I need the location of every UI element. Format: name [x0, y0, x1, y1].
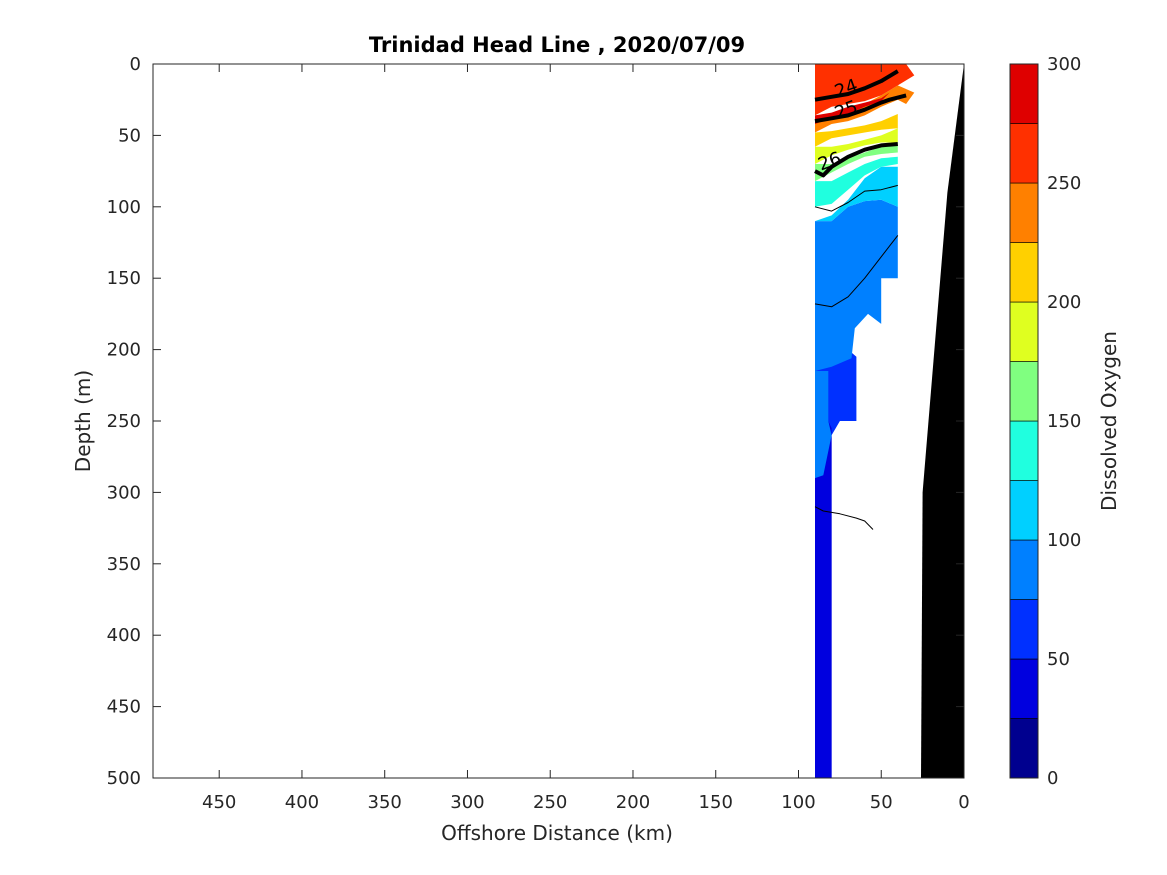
- x-tick-label: 150: [699, 792, 733, 813]
- colorbar-frame: [1009, 63, 1039, 779]
- y-tick-label: 150: [107, 268, 141, 289]
- y-tick-label: 250: [107, 411, 141, 432]
- colorbar-swatch: [1009, 480, 1039, 541]
- y-tick-label: 0: [130, 54, 141, 75]
- y-tick-label: 450: [107, 697, 141, 718]
- colorbar-tick-label: 0: [1047, 768, 1058, 789]
- contour-fill-7: [815, 128, 898, 164]
- y-axis: 0 50 100 150 200 250 300 350 400 450 500: [107, 54, 964, 789]
- colorbar-swatch: [1009, 182, 1039, 243]
- contour-line-3: [814, 184, 898, 212]
- x-tick-label: 100: [781, 792, 815, 813]
- y-axis-label: Depth (m): [71, 370, 95, 472]
- y-tick-label: 350: [107, 554, 141, 575]
- contour-fill-3: [815, 371, 832, 479]
- colorbar-swatch: [1009, 361, 1039, 422]
- contour-fill-5: [815, 156, 898, 207]
- y-tick-label: 400: [107, 625, 141, 646]
- x-tick-label: 50: [870, 792, 893, 813]
- colorbar-swatch: [1009, 420, 1039, 481]
- x-tick-label: 350: [368, 792, 402, 813]
- x-tick-label: 300: [450, 792, 484, 813]
- contour-line-0: [814, 69, 899, 102]
- y-tick-label: 300: [107, 482, 141, 503]
- contour-line-4: [814, 235, 899, 308]
- contour-fill-2: [815, 199, 898, 371]
- x-tick-label: 200: [616, 792, 650, 813]
- colorbar-swatch: [1009, 63, 1039, 124]
- contour-line-2: [814, 142, 898, 178]
- colorbar-swatch: [1009, 123, 1039, 184]
- y-tick-label: 50: [118, 125, 141, 146]
- x-tick-label: 450: [202, 792, 236, 813]
- colorbar-label: Dissolved Oxygen: [1097, 331, 1121, 511]
- colorbar-swatch: [1009, 658, 1039, 719]
- colorbar-tick-label: 300: [1047, 54, 1081, 75]
- contour-fill-8: [815, 114, 898, 147]
- contour-line-1: [814, 93, 907, 124]
- x-tick-label: 400: [285, 792, 319, 813]
- colorbar-tick-label: 150: [1047, 411, 1081, 432]
- contour-fill-4: [815, 166, 898, 222]
- colorbar-tick-label: 100: [1047, 530, 1081, 551]
- y-tick-label: 100: [107, 197, 141, 218]
- x-tick-label: 250: [533, 792, 567, 813]
- y-tick-label: 200: [107, 340, 141, 361]
- contour-fill-6: [815, 142, 898, 182]
- colorbar-tick-label: 250: [1047, 173, 1081, 194]
- data-layer: [815, 64, 964, 778]
- x-tick-label: 0: [958, 792, 969, 813]
- x-axis: 450 400 350 300 250 200 150 100 50 0: [202, 64, 970, 813]
- colorbar-swatch: [1009, 599, 1039, 660]
- colorbar-swatch: [1009, 242, 1039, 303]
- colorbar-swatch: [1009, 718, 1039, 779]
- chart-title: Trinidad Head Line , 2020/07/09: [369, 33, 745, 57]
- colorbar-tick-label: 50: [1047, 649, 1070, 670]
- colorbar-swatch: [1009, 539, 1039, 600]
- bathymetry-shape: [921, 64, 964, 778]
- contour-line-5: [814, 506, 874, 530]
- colorbar: 0 50 100 150 200 250 300: [1009, 54, 1081, 789]
- colorbar-tick-label: 200: [1047, 292, 1081, 313]
- colorbar-swatch: [1009, 301, 1039, 362]
- contour-fill-1: [815, 421, 832, 778]
- x-axis-label: Offshore Distance (km): [441, 821, 673, 845]
- y-tick-label: 500: [107, 768, 141, 789]
